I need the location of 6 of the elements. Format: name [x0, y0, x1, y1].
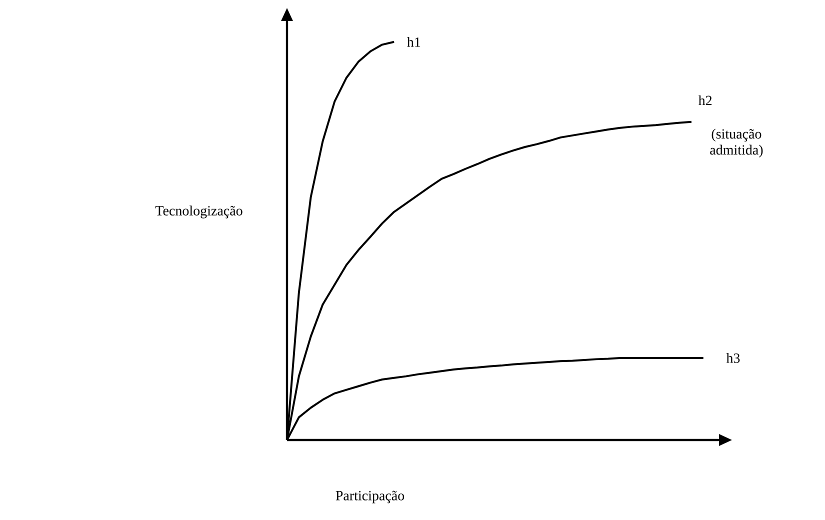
x-axis-title: Participação — [336, 490, 404, 504]
series-label: h3 — [726, 353, 740, 363]
annotation: (situação admitida) — [710, 128, 763, 158]
series-label: h1 — [407, 37, 420, 47]
series-label: h2 — [698, 95, 712, 106]
y-axis-title: Tecnologização — [155, 206, 242, 218]
